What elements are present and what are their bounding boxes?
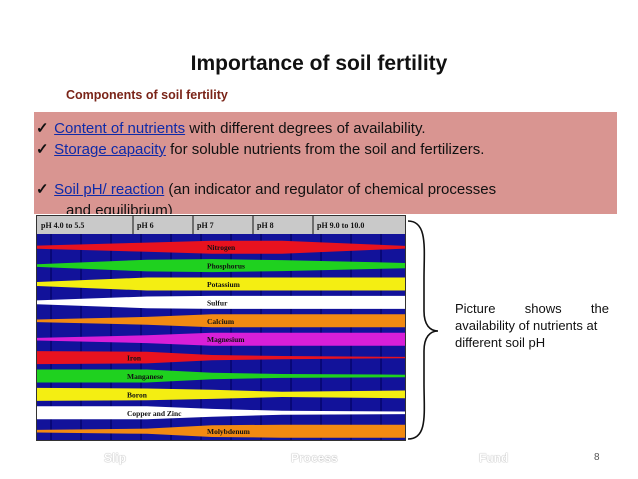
checkmark-icon: ✓ — [36, 181, 49, 198]
figure-canvas: pH 4.0 to 5.5 pH 6 pH 7 pH 8 pH 9.0 to 10.0 N… — [37, 216, 405, 440]
brace-icon — [407, 220, 439, 440]
bullet-lead: Soil pH/ reaction — [54, 181, 165, 198]
ph-label: pH 6 — [137, 221, 154, 230]
checkmark-icon: ✓ — [36, 120, 49, 137]
nutrient-label: Copper and Zinc — [127, 409, 182, 418]
nutrient-label: Boron — [127, 390, 148, 399]
ph-label: pH 4.0 to 5.5 — [41, 221, 84, 230]
nutrient-label: Sulfur — [207, 298, 228, 307]
bullet-text: with different degrees of availability. — [185, 120, 426, 137]
bullet-nutrient-content: ✓ Content of nutrients with different de… — [36, 120, 426, 138]
ph-label: pH 9.0 to 10.0 — [317, 221, 364, 230]
bullet-text: for soluble nutrients from the soil and … — [165, 141, 485, 158]
bullet-lead: Storage capacity — [54, 141, 166, 158]
checkmark-icon: ✓ — [36, 141, 49, 158]
faint-label: Process — [291, 451, 338, 465]
caption-rest: availability of nutrients at different s… — [455, 318, 598, 350]
nutrient-label: Manganese — [127, 372, 164, 381]
nutrient-band — [37, 387, 405, 401]
bullet-highlight-box — [34, 112, 617, 214]
nutrient-band — [37, 259, 405, 273]
nutrient-label: Calcium — [207, 317, 235, 326]
nutrient-band — [37, 314, 405, 328]
nutrient-label: Potassium — [207, 280, 241, 289]
nutrient-label: Nitrogen — [207, 243, 236, 252]
bullet-storage-capacity: ✓ Storage capacity for soluble nutrients… — [36, 141, 484, 159]
nutrient-band — [37, 424, 405, 438]
bullet-text: (an indicator and regulator of chemical … — [164, 181, 497, 198]
bullet-soil-ph: ✓ Soil pH/ reaction (an indicator and re… — [36, 181, 496, 199]
nutrient-band — [37, 295, 405, 309]
nutrient-band — [37, 332, 405, 346]
caption-word: Picture — [455, 301, 496, 316]
slide-title: Importance of soil fertility — [190, 52, 448, 75]
nutrient-band — [37, 240, 405, 254]
page-number: 8 — [594, 452, 600, 463]
nutrient-band — [37, 369, 405, 383]
ph-label: pH 7 — [197, 221, 214, 230]
bullet-continuation: and equilibrium) — [66, 202, 173, 214]
nutrient-label: Magnesium — [207, 335, 245, 344]
nutrient-band — [37, 406, 405, 420]
nutrient-label: Iron — [127, 354, 142, 363]
caption-word: the — [590, 301, 609, 316]
faint-label: Slip — [104, 451, 127, 465]
caption-word: shows — [524, 301, 562, 316]
nutrient-label: Phosphorus — [207, 262, 245, 271]
bullet-lead: Content of nutrients — [54, 120, 186, 137]
nutrient-band — [37, 351, 405, 365]
slide-subtitle: Components of soil fertility — [66, 88, 228, 102]
nutrient-availability-figure: pH 4.0 to 5.5 pH 6 pH 7 pH 8 pH 9.0 to 10.0 N… — [36, 215, 406, 441]
faint-label: Fund — [479, 451, 509, 465]
figure-caption: Picture shows the availability of nutrie… — [455, 300, 609, 351]
nutrient-band — [37, 277, 405, 291]
nutrient-label: Molybdenum — [207, 427, 251, 436]
ph-label: pH 8 — [257, 221, 274, 230]
